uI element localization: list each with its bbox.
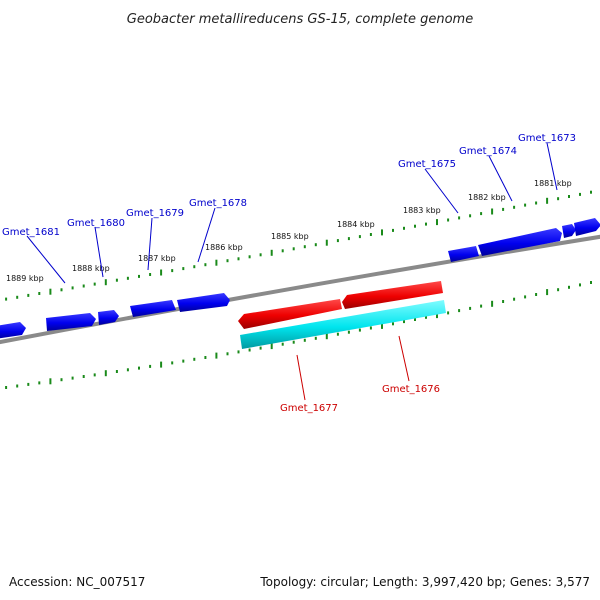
gene-arrow-forward[interactable] — [574, 218, 600, 236]
gene-arrow-forward[interactable] — [130, 300, 176, 317]
gene-arrow-forward[interactable] — [562, 224, 576, 238]
accession-text: Accession: NC_007517 — [9, 575, 145, 589]
gene-highlight-band — [240, 300, 446, 349]
gene-label-gmet-1679[interactable]: Gmet_1679 — [126, 208, 184, 219]
gene-label-gmet-1677[interactable]: Gmet_1677 — [280, 403, 338, 414]
gene-label-gmet-1673[interactable]: Gmet_1673 — [518, 133, 576, 144]
kbp-label-1888: 1888 kbp — [72, 264, 110, 273]
kbp-label-1882: 1882 kbp — [468, 193, 506, 202]
reverse-gene-leaders — [296, 335, 410, 401]
kbp-label-1881: 1881 kbp — [534, 179, 572, 188]
forward-genes — [0, 218, 600, 339]
gene-label-gmet-1676[interactable]: Gmet_1676 — [382, 384, 440, 395]
kbp-label-1884: 1884 kbp — [337, 220, 375, 229]
gene-label-gmet-1681[interactable]: Gmet_1681 — [2, 227, 60, 238]
gene-arrow-forward[interactable] — [177, 293, 230, 312]
gene-arrow-forward[interactable] — [46, 313, 96, 331]
forward-ruler — [5, 190, 592, 301]
gene-arrow-forward[interactable] — [0, 322, 26, 339]
map-title: Geobacter metallireducens GS-15, complet… — [127, 12, 473, 27]
forward-gene-leaders — [26, 142, 558, 284]
gene-arrow-forward[interactable] — [448, 246, 479, 262]
kbp-label-1886: 1886 kbp — [205, 243, 243, 252]
kbp-label-1883: 1883 kbp — [403, 206, 441, 215]
gene-arrow-forward[interactable] — [478, 228, 562, 256]
reverse-genes — [238, 281, 446, 349]
gene-label-gmet-1675[interactable]: Gmet_1675 — [398, 159, 456, 170]
gene-label-gmet-1674[interactable]: Gmet_1674 — [459, 146, 517, 157]
gene-arrow-reverse[interactable] — [342, 281, 443, 309]
kbp-label-1889: 1889 kbp — [6, 274, 44, 283]
genome-summary-text: Topology: circular; Length: 3,997,420 bp… — [259, 575, 590, 589]
gene-label-gmet-1680[interactable]: Gmet_1680 — [67, 218, 125, 229]
kbp-label-1887: 1887 kbp — [138, 254, 176, 263]
reverse-ruler — [5, 281, 592, 389]
kbp-label-1885: 1885 kbp — [271, 232, 309, 241]
gene-arrow-reverse[interactable] — [238, 299, 342, 329]
gene-label-gmet-1678[interactable]: Gmet_1678 — [189, 198, 247, 209]
gene-arrow-forward[interactable] — [98, 310, 119, 325]
